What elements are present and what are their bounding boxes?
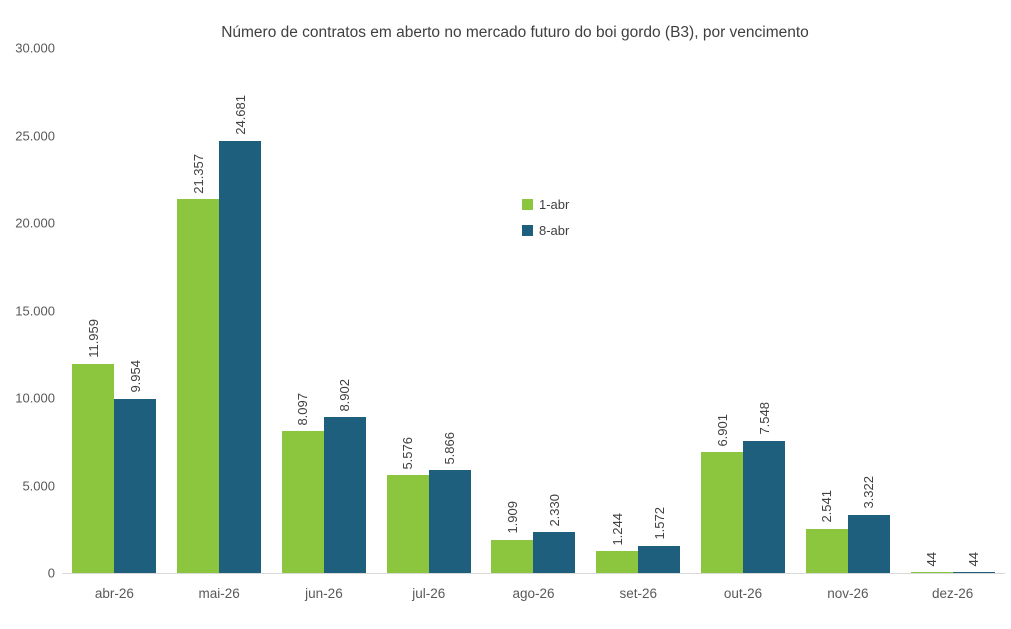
bar-8-abr <box>743 440 786 573</box>
bar-value-label: 21.357 <box>190 153 206 194</box>
x-axis-label-out-26: out-26 <box>723 586 763 601</box>
bar-group-jul-26: 5.576 5.866 <box>376 48 481 573</box>
bar-value-label: 8.097 <box>295 392 311 426</box>
bar-8-abr <box>952 572 995 573</box>
bar-column: 5.576 <box>386 436 429 573</box>
bar-group-set-26: 1.244 1.572 <box>586 48 691 573</box>
bar-column: 24.681 <box>219 95 262 573</box>
x-axis-line <box>62 573 1005 574</box>
bar-1-abr <box>177 199 220 573</box>
legend-item-8-abr: 8-abr <box>522 223 569 238</box>
bar-group-mai-26: 21.357 24.681 <box>167 48 272 573</box>
bar-1-abr <box>805 528 848 573</box>
bar-8-abr <box>638 545 681 573</box>
bar-column: 21.357 <box>177 153 220 573</box>
bar-group-dez-26: 44 44 <box>900 48 1005 573</box>
x-axis-label-mai-26: mai-26 <box>198 586 240 601</box>
legend-label: 8-abr <box>539 223 570 238</box>
bar-value-label: 1.572 <box>651 506 667 540</box>
bar-1-abr <box>281 431 324 573</box>
bar-column: 7.548 <box>743 402 786 573</box>
y-axis-tick-label: 20.000 <box>15 215 55 231</box>
legend-item-1-abr: 1-abr <box>522 197 569 212</box>
bar-column: 9.954 <box>114 360 157 573</box>
y-axis-tick-label: 25.000 <box>15 128 55 143</box>
bar-value-label: 24.681 <box>232 95 248 136</box>
bar-group-out-26: 6.901 7.548 <box>691 48 796 573</box>
bar-value-label: 7.548 <box>756 402 772 435</box>
x-axis-label-ago-26: ago-26 <box>512 586 555 601</box>
legend-swatch-icon <box>522 199 533 210</box>
bar-column: 3.322 <box>847 476 890 573</box>
bar-column: 11.959 <box>72 318 115 573</box>
bar-column: 5.866 <box>428 431 471 573</box>
x-axis-label-jun-26: jun-26 <box>305 586 343 601</box>
bar-1-abr <box>596 551 639 573</box>
bar-value-label: 9.954 <box>127 360 143 393</box>
bar-1-abr <box>701 452 744 573</box>
bar-value-label: 5.576 <box>400 436 416 470</box>
x-axis-label-nov-26: nov-26 <box>827 586 869 601</box>
bar-value-label: 8.902 <box>337 378 353 412</box>
bar-group-jun-26: 8.097 8.902 <box>272 48 377 573</box>
legend: 1-abr 8-abr <box>522 197 569 249</box>
bar-group-nov-26: 2.541 3.322 <box>795 48 900 573</box>
y-axis-tick-label: 5.000 <box>22 478 55 493</box>
bar-value-label: 2.330 <box>546 493 562 527</box>
y-axis-tick-label: 30.000 <box>15 40 55 56</box>
bar-column: 1.572 <box>638 506 681 573</box>
bar-column: 2.330 <box>533 493 576 573</box>
bar-column: 44 <box>952 551 995 573</box>
x-axis-label-abr-26: abr-26 <box>94 586 134 601</box>
bar-column: 8.902 <box>323 378 366 573</box>
bar-1-abr <box>72 363 115 573</box>
y-axis-tick-label: 15.000 <box>15 303 55 318</box>
bar-column: 44 <box>910 551 953 573</box>
legend-label: 1-abr <box>539 197 570 212</box>
bar-8-abr <box>428 470 471 573</box>
bar-1-abr <box>491 539 534 573</box>
x-axis-label-set-26: set-26 <box>619 586 658 601</box>
bar-1-abr <box>910 572 953 573</box>
bar-8-abr <box>219 141 262 573</box>
bar-value-label: 3.322 <box>861 476 877 509</box>
x-axis-label-dez-26: dez-26 <box>931 586 974 601</box>
bar-value-label: 44 <box>966 551 982 566</box>
bar-value-label: 2.541 <box>819 490 835 523</box>
bar-value-label: 11.959 <box>85 318 101 358</box>
bar-value-label: 5.866 <box>442 431 458 465</box>
bar-8-abr <box>114 398 157 573</box>
chart-title: Número de contratos em aberto no mercado… <box>221 24 809 41</box>
x-axis-label-jul-26: jul-26 <box>412 586 446 601</box>
bar-1-abr <box>386 475 429 573</box>
plot-area: 0 5.000 10.000 15.000 20.000 25.000 30.000 11.9… <box>15 41 1005 601</box>
legend-swatch-icon <box>522 225 533 236</box>
bar-value-label: 1.909 <box>504 501 520 534</box>
bar-column: 2.541 <box>805 490 848 573</box>
bar-value-label: 6.901 <box>714 413 730 447</box>
bar-8-abr <box>533 532 576 573</box>
bar-column: 1.244 <box>596 512 639 573</box>
bar-8-abr <box>323 417 366 573</box>
bar-column: 8.097 <box>281 392 324 573</box>
bar-value-label: 44 <box>924 551 940 566</box>
bar-8-abr <box>847 514 890 573</box>
y-axis-tick-label: 0 <box>47 565 55 581</box>
bar-column: 6.901 <box>701 413 744 573</box>
bar-group-ago-26: 1.909 2.330 <box>481 48 586 573</box>
bar-value-label: 1.244 <box>609 512 625 546</box>
y-axis-tick-label: 10.000 <box>15 390 55 406</box>
bar-column: 1.909 <box>491 501 534 573</box>
bar-group-abr-26: 11.959 9.954 <box>62 48 167 573</box>
